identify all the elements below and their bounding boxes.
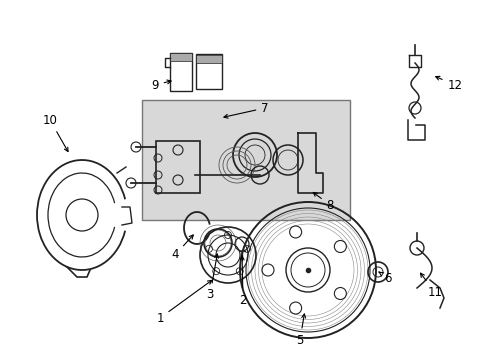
Text: 11: 11 xyxy=(420,273,442,298)
Bar xyxy=(196,55,222,63)
Text: 6: 6 xyxy=(378,271,391,284)
Bar xyxy=(170,53,192,91)
Text: 2: 2 xyxy=(239,256,246,306)
Bar xyxy=(170,53,192,61)
Text: 1: 1 xyxy=(156,280,211,324)
Text: 7: 7 xyxy=(224,102,268,118)
Text: 8: 8 xyxy=(313,192,333,212)
Bar xyxy=(156,141,200,193)
Text: 10: 10 xyxy=(42,113,68,152)
Text: 3: 3 xyxy=(206,254,218,302)
Text: 12: 12 xyxy=(435,76,462,91)
Text: 4: 4 xyxy=(171,235,193,261)
Bar xyxy=(142,100,349,220)
Bar xyxy=(196,54,222,89)
Text: 5: 5 xyxy=(296,314,305,346)
Text: 9: 9 xyxy=(151,78,171,91)
